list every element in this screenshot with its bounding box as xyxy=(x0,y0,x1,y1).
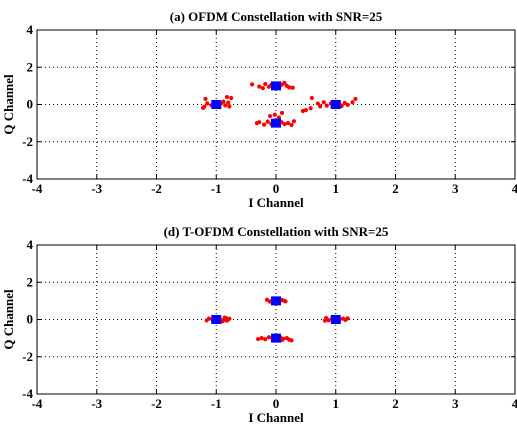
received-symbol-point xyxy=(222,315,227,320)
received-symbol-point xyxy=(223,103,228,108)
received-symbol-point xyxy=(226,100,231,105)
ideal-symbol-point xyxy=(271,333,281,343)
received-symbol-point xyxy=(276,115,282,120)
x-tick-label: 2 xyxy=(392,181,399,196)
x-tick-label: -2 xyxy=(151,396,162,411)
received-symbol-point xyxy=(265,119,270,124)
ideal-symbol-point xyxy=(211,315,222,324)
x-tick-label: 2 xyxy=(392,396,399,411)
y-tick-label: 0 xyxy=(27,97,34,112)
y-tick-label: -2 xyxy=(22,134,33,149)
received-symbol-point xyxy=(279,110,285,115)
received-symbol-point xyxy=(318,104,323,109)
received-symbol-point xyxy=(309,95,314,101)
received-symbol-point xyxy=(282,80,287,85)
received-symbol-point xyxy=(229,95,234,101)
x-tick-label: -4 xyxy=(32,396,43,411)
received-symbol-point xyxy=(289,122,294,128)
chart-title: (d) T-OFDM Constellation with SNR=25 xyxy=(164,224,389,239)
panel-t-ofdm: (d) T-OFDM Constellation with SNR=25 -4 -3… xyxy=(1,224,517,425)
received-symbol-point xyxy=(287,85,292,90)
ideal-symbol-point xyxy=(330,100,341,109)
x-tick-label: 1 xyxy=(333,396,340,411)
x-tick-label: 0 xyxy=(273,396,280,411)
received-symbol-point xyxy=(345,102,350,107)
received-symbol-point xyxy=(308,106,313,111)
received-symbol-point xyxy=(260,86,265,91)
y-tick-label: -4 xyxy=(22,171,33,186)
received-symbol-point xyxy=(263,337,268,342)
y-tick-label: -4 xyxy=(22,386,33,401)
received-symbol-point xyxy=(290,85,295,90)
x-tick-label: -1 xyxy=(211,181,222,196)
received-symbol-point xyxy=(227,104,232,109)
x-tick-label: -3 xyxy=(91,181,102,196)
received-symbol-point xyxy=(205,101,210,106)
received-symbol-point xyxy=(291,119,297,124)
received-symbol-point xyxy=(324,103,329,108)
received-symbol-point xyxy=(353,96,358,102)
panel-ofdm: (a) OFDM Constellation with SNR=25 -4 -3 -2… xyxy=(1,9,517,210)
received-symbol-point xyxy=(263,81,268,87)
received-symbol-point xyxy=(267,113,273,119)
x-tick-label: 3 xyxy=(452,181,459,196)
received-symbol-point xyxy=(282,121,287,127)
received-symbol-point xyxy=(264,297,270,302)
received-symbol-point xyxy=(259,336,264,341)
received-symbol-point xyxy=(254,121,259,126)
received-symbol-point xyxy=(261,122,267,127)
ideal-symbol-point xyxy=(271,118,281,128)
received-symbol-point xyxy=(285,121,291,126)
received-symbol-point xyxy=(350,100,355,105)
x-tick-label: 1 xyxy=(333,181,340,196)
received-symbol-point xyxy=(321,100,326,105)
y-tick-label: 4 xyxy=(27,237,34,252)
received-symbol-point xyxy=(224,94,230,100)
y-tick-label: 0 xyxy=(27,312,34,327)
received-symbol-point xyxy=(283,299,288,304)
x-tick-label: -4 xyxy=(32,181,43,196)
chart-title: (a) OFDM Constellation with SNR=25 xyxy=(170,9,383,24)
received-symbol-point xyxy=(204,318,209,323)
ideal-symbol-point xyxy=(271,81,281,91)
ideal-symbol-point xyxy=(271,296,281,306)
received-symbol-point xyxy=(315,101,320,106)
ideal-symbol-point xyxy=(211,100,222,109)
x-tick-label: 4 xyxy=(512,181,517,196)
received-symbol-point xyxy=(322,318,328,323)
y-axis-label: Q Channel xyxy=(1,74,16,135)
y-tick-label: -2 xyxy=(22,349,33,364)
y-axis-label: Q Channel xyxy=(1,289,16,350)
received-symbol-point xyxy=(257,84,262,89)
x-axis-label: I Channel xyxy=(248,195,304,210)
received-symbol-point xyxy=(266,335,271,340)
plot-frame xyxy=(36,29,516,180)
x-tick-label: 3 xyxy=(452,396,459,411)
received-symbol-point xyxy=(221,99,226,104)
received-symbol-point xyxy=(266,84,271,89)
received-symbol-point xyxy=(272,112,277,117)
received-symbol-point xyxy=(203,96,208,102)
received-symbol-point xyxy=(201,105,206,110)
plot-frame xyxy=(36,244,516,395)
y-tick-label: 2 xyxy=(27,274,34,289)
received-symbol-point xyxy=(342,100,347,106)
received-symbol-point xyxy=(227,316,232,321)
received-symbol-point xyxy=(300,108,305,114)
x-tick-label: 4 xyxy=(512,396,517,411)
received-symbol-point xyxy=(250,82,255,87)
x-tick-label: -1 xyxy=(211,396,222,411)
y-tick-label: 2 xyxy=(27,59,34,74)
received-symbol-point xyxy=(289,338,294,343)
x-tick-label: -3 xyxy=(91,396,102,411)
x-axis-label: I Channel xyxy=(248,410,304,425)
x-tick-label: 0 xyxy=(273,181,280,196)
ideal-symbol-point xyxy=(330,315,341,324)
x-tick-label: -2 xyxy=(151,181,162,196)
y-tick-label: 4 xyxy=(27,22,34,37)
received-symbol-point xyxy=(255,336,261,342)
received-symbol-point xyxy=(345,316,350,321)
